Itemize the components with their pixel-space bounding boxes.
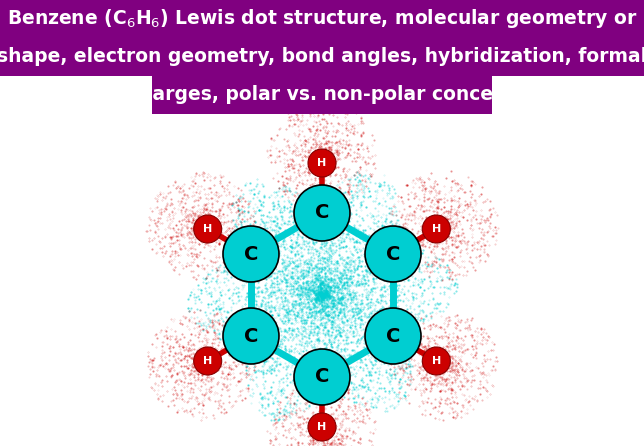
Text: C: C	[315, 368, 329, 387]
Circle shape	[422, 215, 450, 243]
Text: shape, electron geometry, bond angles, hybridization, formal: shape, electron geometry, bond angles, h…	[0, 48, 644, 66]
Circle shape	[365, 226, 421, 282]
Text: H: H	[203, 356, 213, 366]
Text: C: C	[386, 326, 400, 346]
Circle shape	[308, 413, 336, 441]
Text: H: H	[203, 224, 213, 234]
Circle shape	[223, 308, 279, 364]
Circle shape	[223, 226, 279, 282]
Text: C: C	[244, 326, 258, 346]
Circle shape	[365, 308, 421, 364]
Bar	[152, 76, 492, 114]
Circle shape	[294, 185, 350, 241]
Circle shape	[194, 347, 222, 375]
Text: charges, polar vs. non-polar concept: charges, polar vs. non-polar concept	[128, 86, 516, 104]
Text: H: H	[431, 356, 441, 366]
Circle shape	[308, 149, 336, 177]
Text: C: C	[386, 244, 400, 264]
Text: H: H	[317, 422, 327, 432]
Text: C: C	[315, 203, 329, 223]
Text: C: C	[244, 244, 258, 264]
Circle shape	[422, 347, 450, 375]
Circle shape	[194, 215, 222, 243]
Text: Benzene (C$_6$H$_6$) Lewis dot structure, molecular geometry or: Benzene (C$_6$H$_6$) Lewis dot structure…	[6, 8, 638, 30]
Text: H: H	[317, 158, 327, 168]
Bar	[0, 0, 644, 76]
Text: H: H	[431, 224, 441, 234]
Circle shape	[294, 349, 350, 405]
